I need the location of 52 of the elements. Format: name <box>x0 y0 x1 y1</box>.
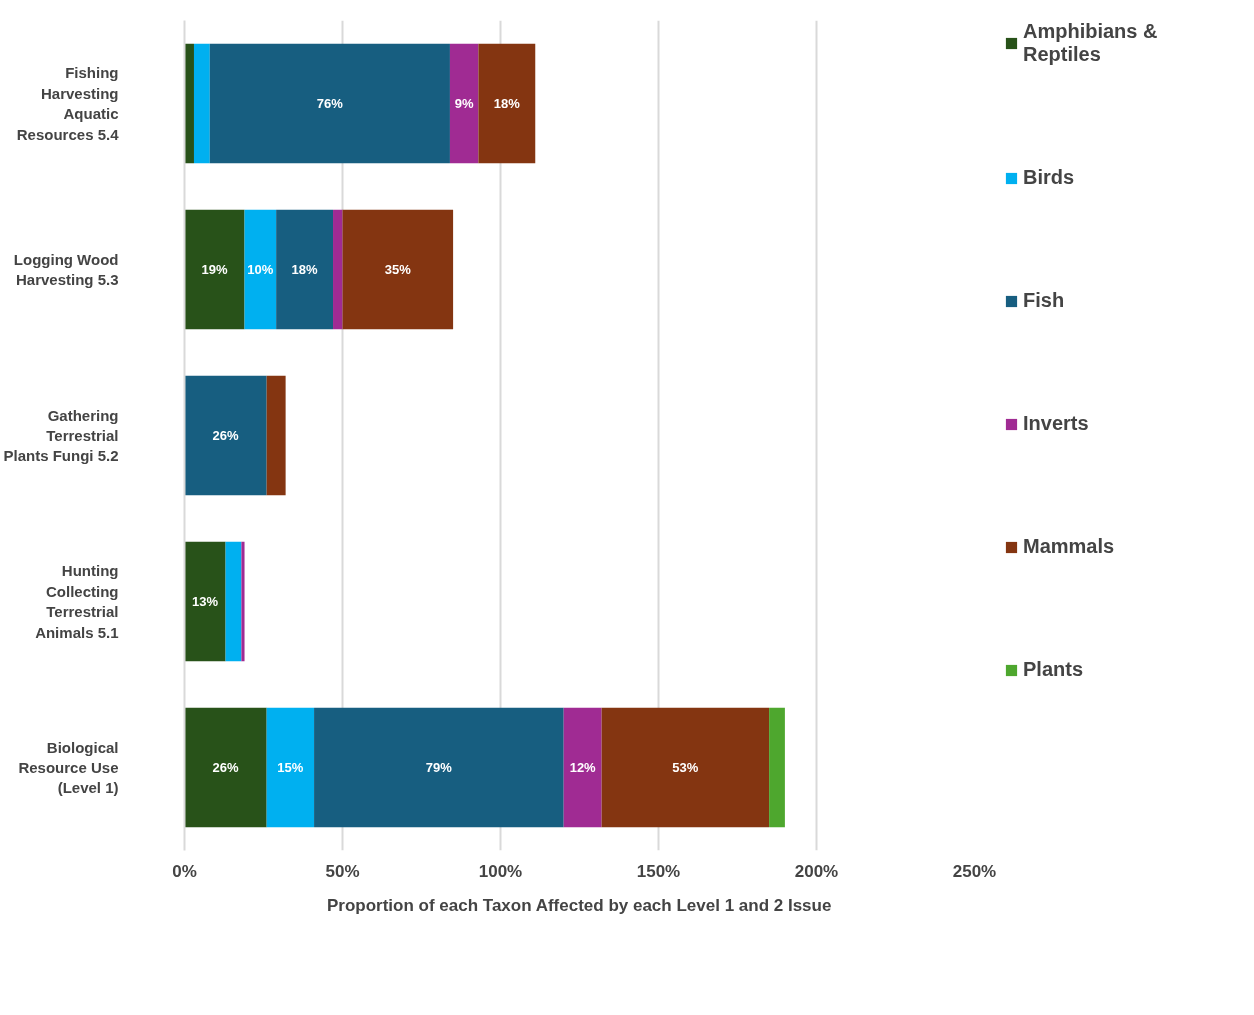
bar <box>184 209 245 330</box>
data-label: 13% <box>192 594 219 609</box>
data-label: 26% <box>212 428 240 443</box>
bar <box>244 209 277 330</box>
data-label: 12% <box>569 760 597 775</box>
bar <box>449 43 479 164</box>
data-label: 26% <box>212 760 240 775</box>
bar <box>563 707 602 828</box>
legend-label: Birds <box>1023 166 1075 189</box>
x-tick-label: 250% <box>952 861 997 881</box>
bar <box>184 541 226 662</box>
bar <box>184 375 267 496</box>
data-label: 18% <box>493 96 521 111</box>
y-tick-label: Fishing Harvesting Aquatic Resources 5.4 <box>16 64 120 143</box>
legend-label: Mammals <box>1023 535 1115 558</box>
data-label: 18% <box>291 262 319 277</box>
y-tick-label: Biological Resource Use (Level 1) <box>18 738 119 797</box>
bar <box>601 707 770 828</box>
legend-label: Inverts <box>1023 412 1089 435</box>
x-tick-label: 200% <box>794 861 839 881</box>
bar <box>769 707 785 828</box>
x-tick-label: 150% <box>636 861 681 881</box>
x-tick-label: 0% <box>172 861 197 881</box>
bar <box>314 707 564 828</box>
y-tick-label: Logging Wood Harvesting 5.3 <box>13 250 119 289</box>
bar <box>276 209 334 330</box>
bar <box>266 375 286 496</box>
data-label: 19% <box>201 262 228 277</box>
data-label: 79% <box>425 760 453 775</box>
bar <box>478 43 536 164</box>
bar <box>342 209 454 330</box>
data-label: 76% <box>316 96 344 111</box>
bar <box>193 43 210 164</box>
bar <box>266 707 315 828</box>
data-label: 9% <box>454 96 474 111</box>
data-label: 10% <box>247 262 274 277</box>
bar <box>333 209 343 330</box>
bar <box>241 541 245 662</box>
data-label: 35% <box>384 262 412 277</box>
legend-label: Plants <box>1023 658 1084 681</box>
y-tick-label: Hunting Collecting Terrestrial Animals 5.1 <box>35 562 119 641</box>
data-label: 53% <box>672 760 699 775</box>
bar <box>225 541 242 662</box>
bar <box>209 43 450 164</box>
x-tick-label: 100% <box>478 861 523 881</box>
bar <box>184 707 267 828</box>
x-tick-label: 50% <box>325 861 360 881</box>
x-axis-title: Proportion of each Taxon Affected by each Level 1 and 2 Issue <box>326 895 832 915</box>
data-label: 15% <box>277 760 304 775</box>
y-tick-label: Gathering Terrestrial Plants Fungi 5.2 <box>3 406 119 465</box>
legend-label: Amphibians & Reptiles <box>1023 20 1158 66</box>
legend-label: Fish <box>1023 289 1065 312</box>
